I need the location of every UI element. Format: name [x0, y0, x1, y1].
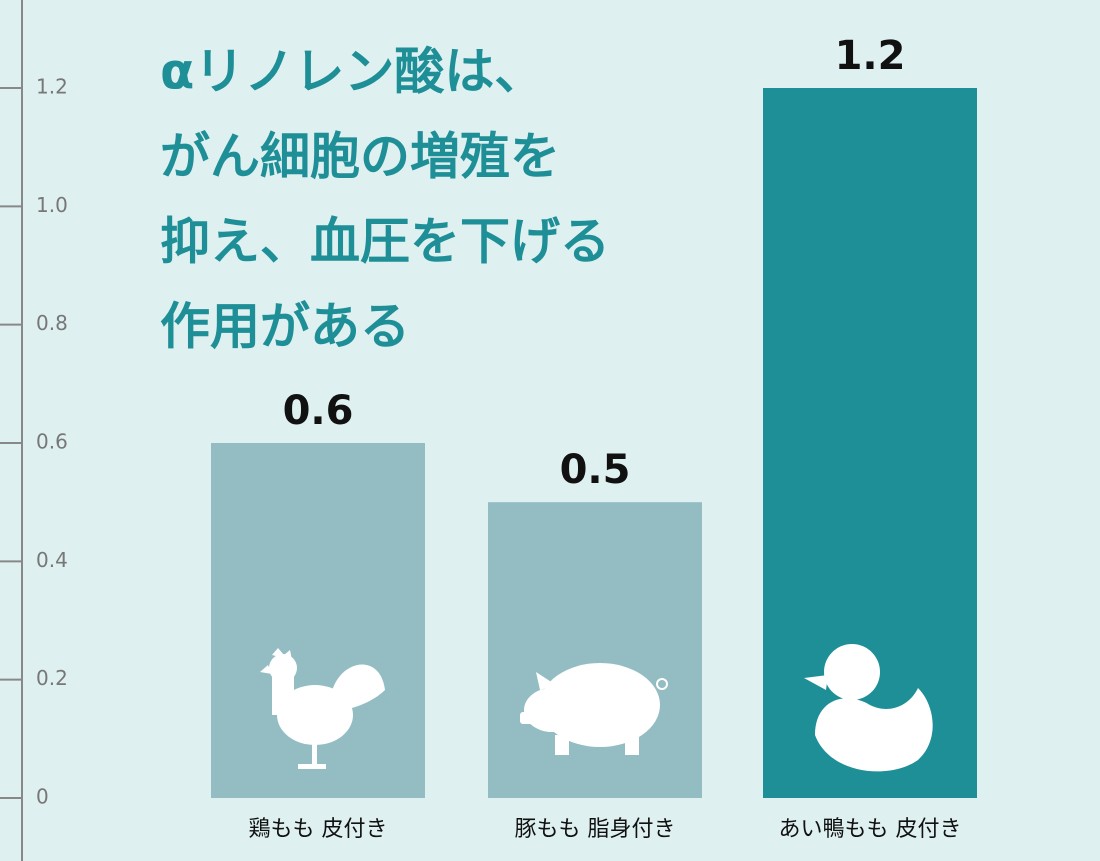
icons	[260, 644, 933, 772]
duck-icon	[804, 644, 933, 772]
y-tick-label: 0.4	[36, 548, 68, 572]
value-label: 1.2	[835, 33, 906, 79]
value-label: 0.5	[560, 447, 631, 493]
y-tick-label: 0.2	[36, 666, 68, 690]
x-tick-label: 鶏もも 皮付き	[249, 817, 388, 842]
x-tick-label: 豚もも 脂身付き	[515, 817, 676, 842]
y-tick-label: 1.0	[36, 193, 68, 217]
y-tick-label: 0	[36, 785, 49, 809]
title-line: αリノレン酸は、	[160, 43, 544, 101]
title-line: 作用がある	[160, 298, 410, 356]
chicken-icon	[260, 648, 385, 769]
y-tick-label: 0.6	[36, 430, 68, 454]
y-tick-label: 0.8	[36, 311, 68, 335]
title-line: がん細胞の増殖を	[160, 128, 560, 186]
y-tick-label: 1.2	[36, 75, 68, 99]
title: αリノレン酸は、 がん細胞の増殖を 抑え、血圧を下げる 作用がある	[160, 43, 610, 356]
pig-icon	[520, 663, 668, 755]
value-label: 0.6	[283, 388, 354, 434]
x-tick-label: あい鴨もも 皮付き	[779, 817, 962, 842]
title-line: 抑え、血圧を下げる	[160, 213, 610, 271]
bar	[488, 502, 702, 798]
